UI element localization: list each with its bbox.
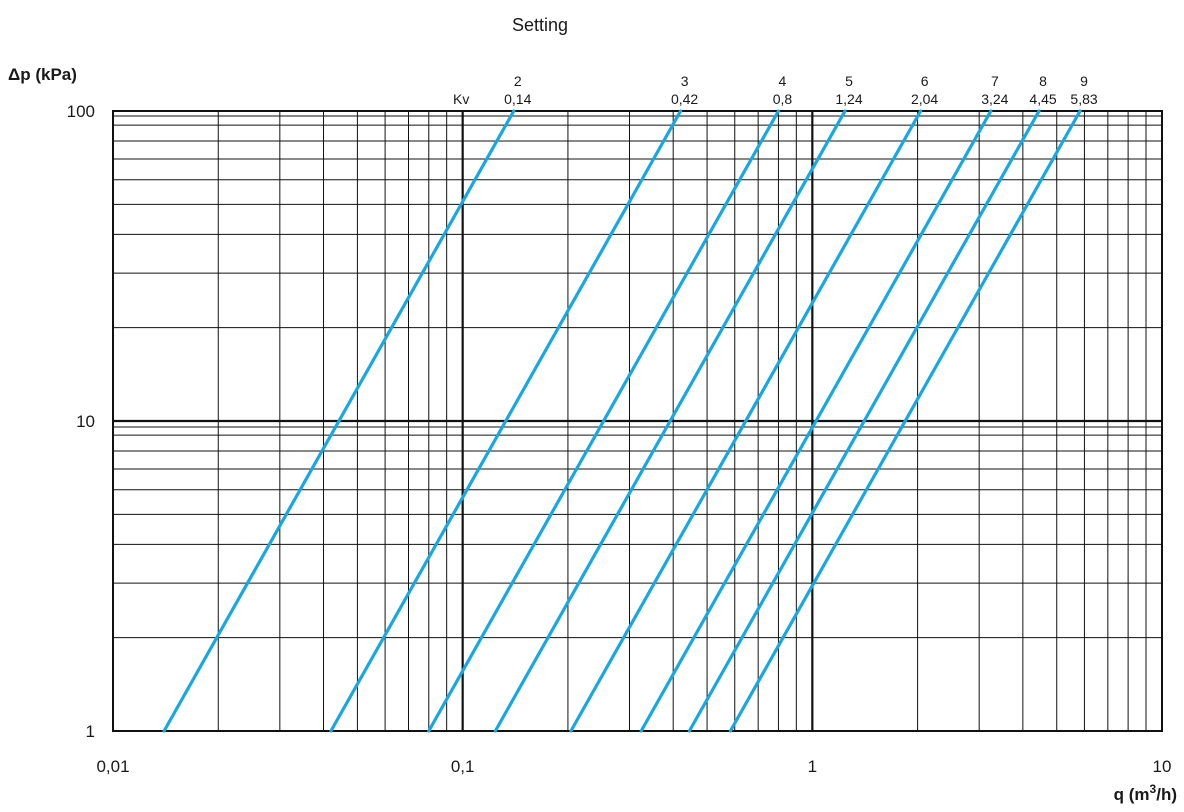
x-tick-label: 0,01 (96, 757, 129, 776)
x-axis-label-main: q (m (1114, 785, 1150, 804)
y-axis-label: Δp (kPa) (8, 65, 77, 84)
kv-value-label: 1,24 (835, 91, 862, 107)
series-line-setting-9 (728, 109, 1082, 733)
setting-number-label: 9 (1080, 73, 1088, 89)
kv-value-label: 3,24 (981, 91, 1008, 107)
setting-number-label: 6 (921, 73, 929, 89)
setting-number-label: 8 (1039, 73, 1047, 89)
series-line-setting-6 (569, 109, 923, 733)
x-axis-label-end: /h) (1156, 785, 1177, 804)
y-tick-label: 10 (76, 412, 95, 431)
grid (112, 110, 1163, 732)
kv-value-label: 0,14 (504, 91, 531, 107)
series-line-setting-2 (162, 109, 516, 733)
x-tick-label: 10 (1153, 757, 1172, 776)
series-line-setting-3 (329, 109, 683, 733)
series-lines (162, 109, 1082, 733)
setting-number-label: 5 (845, 73, 853, 89)
setting-number-label: 4 (779, 73, 787, 89)
setting-number-label: 3 (681, 73, 689, 89)
series-line-setting-8 (687, 109, 1041, 733)
kv-value-label: 5,83 (1070, 91, 1097, 107)
y-tick-label: 100 (67, 102, 95, 121)
x-tick-label: 1 (808, 757, 817, 776)
series-line-setting-5 (493, 109, 847, 733)
kv-value-label: 0,8 (773, 91, 793, 107)
setting-labels: 2 0,14 3 0,42 4 0,8 5 1,24 6 2,04 7 3,24 8 4,45 9 5,83 (504, 73, 1098, 107)
chart-title: Setting (512, 15, 568, 35)
y-tick-label: 1 (86, 722, 95, 741)
setting-number-label: 2 (514, 73, 522, 89)
kv-value-label: 0,42 (671, 91, 698, 107)
x-axis-label-sup: 3 (1150, 782, 1157, 796)
setting-number-label: 7 (991, 73, 999, 89)
kv-value-label: 4,45 (1029, 91, 1056, 107)
x-tick-label: 0,1 (451, 757, 475, 776)
x-axis-label: q (m3/h) (1114, 782, 1177, 804)
kv-value-label: 2,04 (911, 91, 938, 107)
tick-labels: 0,01 0,1 1 10 1 10 100 (67, 102, 1172, 776)
series-line-setting-7 (639, 109, 993, 733)
kv-label: Kv (453, 91, 469, 107)
series-line-setting-4 (427, 109, 781, 733)
